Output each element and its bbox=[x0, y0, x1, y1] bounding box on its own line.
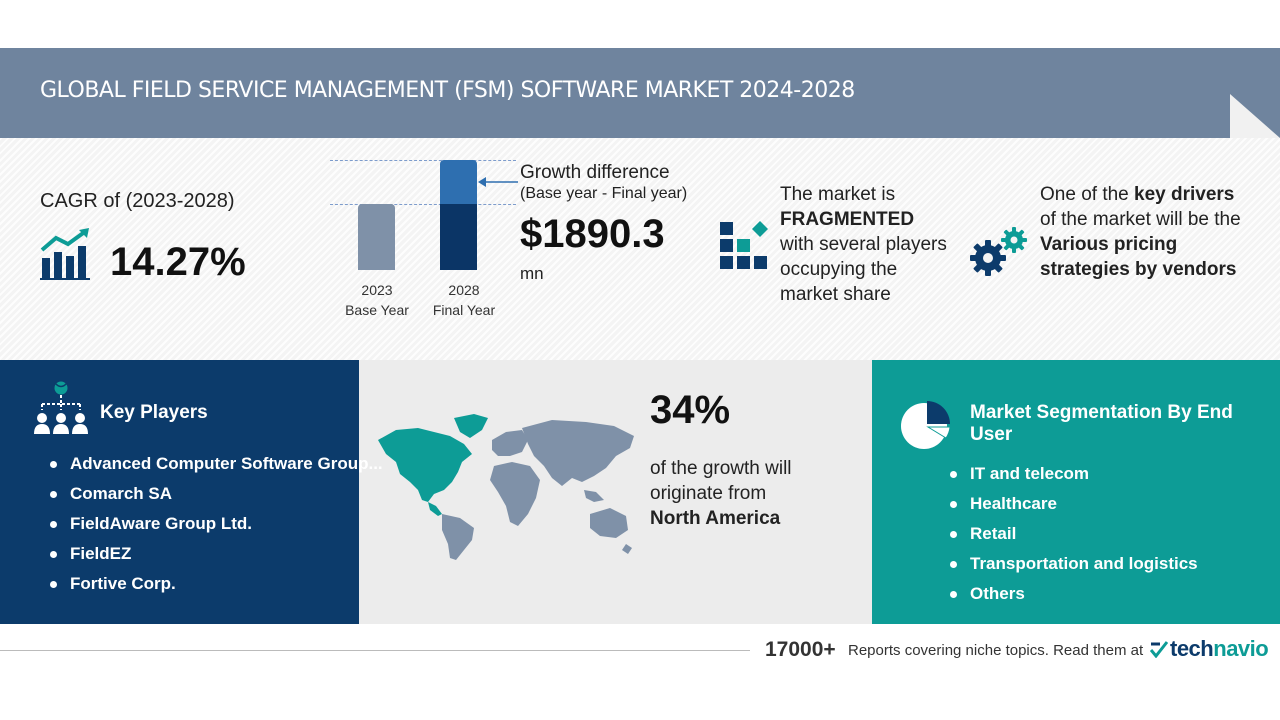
list-item: FieldAware Group Ltd. bbox=[50, 509, 398, 539]
dashed-guide-base bbox=[330, 204, 516, 205]
list-item: Advanced Computer Software Group... bbox=[50, 449, 398, 479]
growth-unit: mn bbox=[520, 264, 544, 283]
list-item: Fortive Corp. bbox=[50, 569, 398, 599]
bullet-icon bbox=[50, 581, 57, 588]
fragmented-blocks-icon bbox=[720, 221, 768, 269]
world-map-icon bbox=[378, 414, 634, 560]
fragmented-statement: The market is FRAGMENTED with several pl… bbox=[780, 182, 960, 307]
growth-subtitle: (Base year - Final year) bbox=[520, 185, 688, 202]
bullet-icon bbox=[950, 501, 957, 508]
fragmented-emphasis: FRAGMENTED bbox=[780, 209, 915, 230]
player-name: Advanced Computer Software Group... bbox=[70, 454, 383, 473]
list-item: FieldEZ bbox=[50, 539, 398, 569]
report-count: 17000+ bbox=[765, 638, 836, 661]
base-year: 2023 bbox=[361, 282, 393, 298]
list-item: Transportation and logistics bbox=[950, 549, 1198, 579]
segmentation-panel bbox=[872, 360, 1280, 624]
key-driver-statement: One of the key drivers of the market wil… bbox=[1040, 182, 1270, 282]
footer-divider bbox=[0, 650, 750, 651]
segment-name: Retail bbox=[970, 524, 1017, 543]
segment-name: Transportation and logistics bbox=[970, 554, 1198, 573]
list-item: Retail bbox=[950, 519, 1198, 549]
driver-pre: One of the bbox=[1040, 184, 1129, 205]
segment-name: IT and telecom bbox=[970, 464, 1090, 483]
list-item: Others bbox=[950, 579, 1198, 609]
list-item: Comarch SA bbox=[50, 479, 398, 509]
base-year-label: 2023 Base Year bbox=[336, 280, 418, 320]
region-panel bbox=[359, 360, 872, 624]
brand-name: technavio bbox=[1170, 636, 1269, 662]
segment-name: Healthcare bbox=[970, 494, 1057, 513]
growth-title: Growth difference bbox=[520, 162, 670, 183]
final-year: 2028 bbox=[448, 282, 480, 298]
key-players-title: Key Players bbox=[100, 402, 208, 423]
logo-mark-icon bbox=[1150, 641, 1168, 658]
final-year-caption: Final Year bbox=[432, 302, 496, 318]
player-name: Comarch SA bbox=[70, 484, 173, 503]
stats-band bbox=[0, 138, 1280, 360]
player-name: FieldEZ bbox=[70, 544, 132, 563]
bullet-icon bbox=[50, 491, 57, 498]
dashed-guide-top bbox=[330, 160, 516, 161]
bullet-icon bbox=[950, 561, 957, 568]
region-statement: of the growth will originate from North … bbox=[650, 456, 850, 531]
bullet-icon bbox=[950, 471, 957, 478]
key-players-list: Advanced Computer Software Group... Coma… bbox=[50, 449, 398, 599]
base-year-caption: Base Year bbox=[345, 302, 409, 318]
cagr-label: CAGR of (2023-2028) bbox=[40, 190, 235, 212]
list-item: IT and telecom bbox=[950, 459, 1198, 489]
player-name: FieldAware Group Ltd. bbox=[70, 514, 252, 533]
segment-name: Others bbox=[970, 584, 1025, 603]
final-year-bar-base bbox=[440, 204, 477, 270]
key-players-icon bbox=[34, 381, 88, 434]
region-growth-percent: 34% bbox=[650, 388, 731, 432]
page-title: GLOBAL FIELD SERVICE MANAGEMENT (FSM) SO… bbox=[40, 78, 855, 103]
header-banner: GLOBAL FIELD SERVICE MANAGEMENT (FSM) SO… bbox=[0, 48, 1280, 138]
gears-icon bbox=[970, 227, 1027, 276]
base-year-bar bbox=[358, 204, 395, 270]
brand-prefix: tech bbox=[1170, 636, 1214, 661]
bullet-icon bbox=[50, 461, 57, 468]
region-name: North America bbox=[650, 508, 781, 529]
fragmented-line2: with several players occupying the marke… bbox=[780, 234, 947, 305]
growth-chart-icon bbox=[40, 228, 90, 280]
bullet-icon bbox=[950, 591, 957, 598]
growth-value: $1890.3 bbox=[520, 212, 665, 256]
driver-mid: of the market will be the bbox=[1040, 209, 1241, 230]
list-item: Healthcare bbox=[950, 489, 1198, 519]
player-name: Fortive Corp. bbox=[70, 574, 176, 593]
bullet-icon bbox=[950, 531, 957, 538]
final-year-bar-growth bbox=[440, 160, 477, 204]
arrow-left-icon bbox=[478, 177, 518, 187]
footer-text: Reports covering niche topics. Read them… bbox=[848, 642, 1144, 659]
segmentation-list: IT and telecom Healthcare Retail Transpo… bbox=[950, 459, 1198, 609]
segmentation-title: Market Segmentation By End User bbox=[970, 402, 1233, 445]
region-text: of the growth will originate from bbox=[650, 458, 792, 504]
pie-chart-icon bbox=[901, 401, 951, 449]
cagr-value: 14.27% bbox=[110, 240, 246, 284]
header-corner-decoration bbox=[1230, 94, 1280, 138]
final-year-label: 2028 Final Year bbox=[418, 280, 510, 320]
fragmented-line1: The market is bbox=[780, 184, 896, 205]
driver-name: Various pricing strategies by vendors bbox=[1040, 234, 1237, 280]
bullet-icon bbox=[50, 521, 57, 528]
brand-suffix: navio bbox=[1213, 636, 1269, 661]
driver-emphasis: key drivers bbox=[1134, 184, 1235, 205]
bullet-icon bbox=[50, 551, 57, 558]
